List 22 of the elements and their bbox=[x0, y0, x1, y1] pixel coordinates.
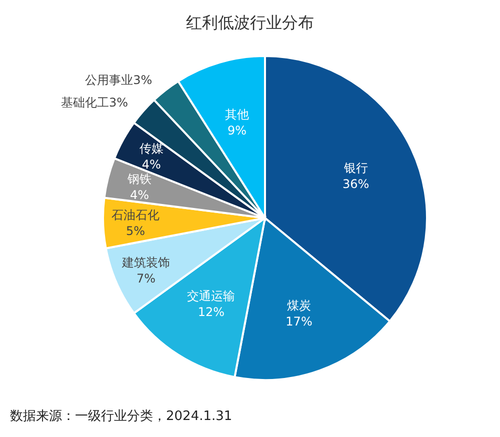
slice-label: 传媒 bbox=[139, 142, 164, 156]
data-label: 4% bbox=[130, 188, 149, 202]
slice-label: 交通运输 bbox=[187, 288, 236, 303]
data-label: 4% bbox=[142, 158, 161, 172]
data-label: 17% bbox=[286, 314, 312, 328]
data-label: 7% bbox=[136, 271, 156, 286]
data-label: 12% bbox=[198, 304, 225, 319]
slice-label: 其他 bbox=[224, 108, 249, 122]
data-label: 3% bbox=[108, 96, 128, 110]
chart-title: 红利低波行业分布 bbox=[186, 13, 314, 32]
data-label: 5% bbox=[126, 224, 145, 238]
source-note: 数据来源：一级行业分类，2024.1.31 bbox=[10, 409, 232, 424]
data-label: 3% bbox=[133, 72, 152, 87]
slice-label: 基础化工 bbox=[60, 96, 109, 110]
data-label: 9% bbox=[227, 124, 246, 138]
slice-label: 银行 bbox=[342, 161, 368, 176]
slice-label: 煤炭 bbox=[287, 298, 312, 312]
data-label: 36% bbox=[342, 177, 370, 192]
slice-label: 建筑装饰 bbox=[121, 255, 170, 270]
slice-label: 钢铁 bbox=[126, 172, 152, 186]
slice-label: 公用事业 bbox=[85, 72, 134, 87]
slice-label: 石油石化 bbox=[111, 208, 160, 222]
